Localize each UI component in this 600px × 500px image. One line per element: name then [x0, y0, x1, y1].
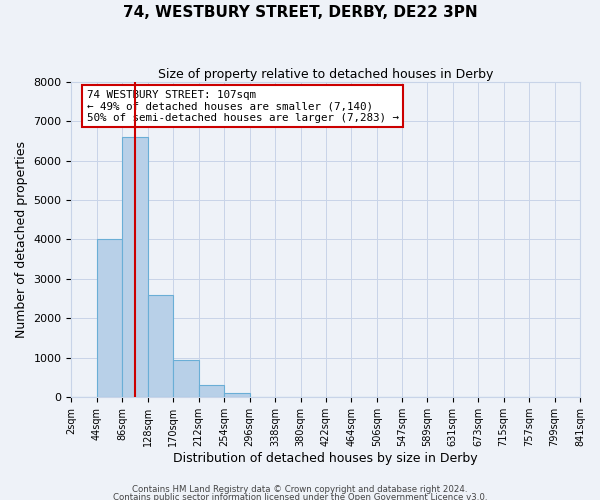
Y-axis label: Number of detached properties: Number of detached properties — [15, 141, 28, 338]
Bar — [224, 393, 250, 397]
X-axis label: Distribution of detached houses by size in Derby: Distribution of detached houses by size … — [173, 452, 478, 465]
Bar — [97, 240, 122, 397]
Text: Contains HM Land Registry data © Crown copyright and database right 2024.: Contains HM Land Registry data © Crown c… — [132, 486, 468, 494]
Text: 74, WESTBURY STREET, DERBY, DE22 3PN: 74, WESTBURY STREET, DERBY, DE22 3PN — [122, 5, 478, 20]
Bar — [173, 360, 199, 397]
Text: 74 WESTBURY STREET: 107sqm
← 49% of detached houses are smaller (7,140)
50% of s: 74 WESTBURY STREET: 107sqm ← 49% of deta… — [86, 90, 398, 123]
Bar — [199, 384, 224, 397]
Bar — [148, 294, 173, 397]
Title: Size of property relative to detached houses in Derby: Size of property relative to detached ho… — [158, 68, 493, 80]
Bar — [122, 137, 148, 397]
Text: Contains public sector information licensed under the Open Government Licence v3: Contains public sector information licen… — [113, 492, 487, 500]
